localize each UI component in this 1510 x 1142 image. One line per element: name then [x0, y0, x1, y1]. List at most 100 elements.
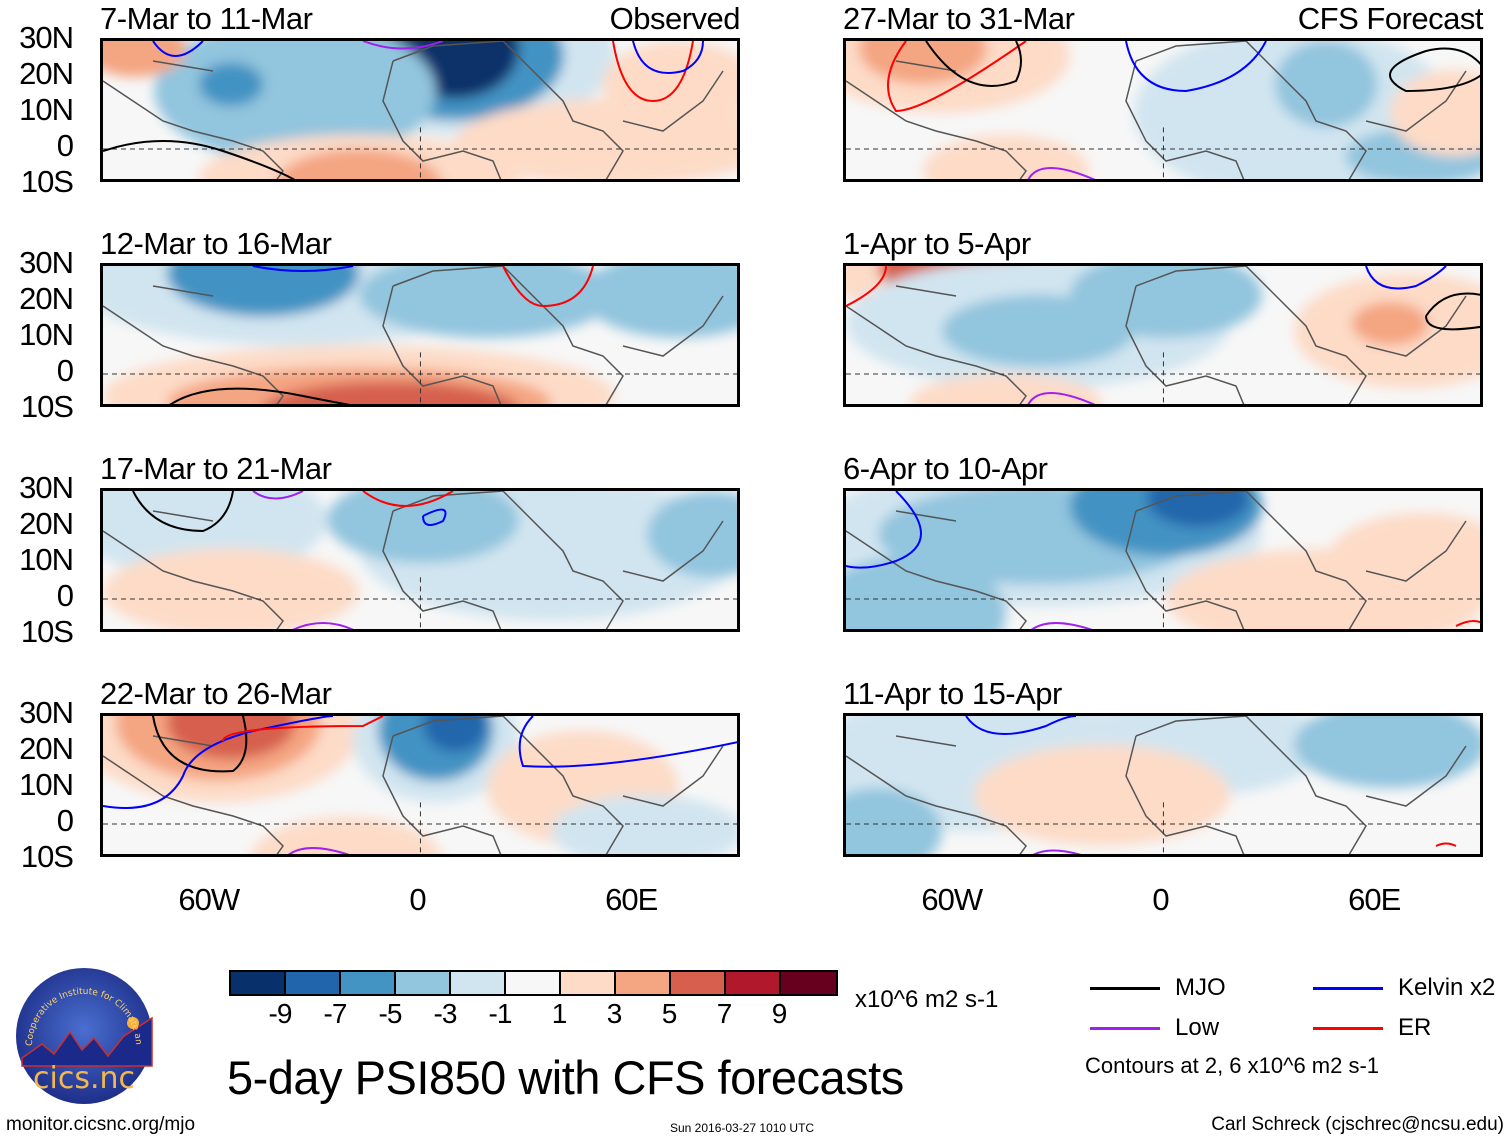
legend-line-kelvin: [1313, 986, 1383, 990]
wave-contour: [1125, 41, 1267, 93]
footer-timestamp: Sun 2016-03-27 1010 UTC: [670, 1121, 815, 1135]
colorbar-tick-label: 9: [771, 998, 788, 1029]
wave-contour: [252, 266, 354, 272]
lat-label: 0: [56, 803, 74, 838]
wave-contour: [1027, 392, 1096, 404]
lat-label: 0: [56, 578, 74, 613]
contour-note: Contours at 2, 6 x10^6 m2 s-1: [1085, 1053, 1380, 1078]
wave-contour: [1033, 849, 1081, 854]
map-area: [100, 713, 740, 857]
anomaly-region: [583, 266, 737, 338]
wave-contour: [103, 140, 296, 179]
colorbar-units: x10^6 m2 s-1: [855, 986, 999, 1013]
colorbar-tick-label: -3: [433, 998, 458, 1029]
lat-label: 10N: [19, 542, 74, 577]
psi850-field: [846, 716, 1480, 854]
panel-title: 17-Mar to 21-Mar: [100, 451, 332, 486]
wave-contour: [152, 41, 204, 57]
lon-label: 0: [1152, 882, 1169, 917]
lat-label: 30N: [19, 245, 74, 280]
legend-item-mjo: MJO: [1090, 974, 1226, 1002]
anomaly-region: [423, 716, 487, 752]
lat-label: 20N: [19, 731, 74, 766]
legend-label-mjo: MJO: [1175, 974, 1226, 1001]
logo-text: cics.nc: [33, 1061, 135, 1096]
wave-contour: [222, 716, 384, 742]
lat-label: 10S: [20, 164, 74, 199]
psi850-field: [103, 491, 737, 629]
anomaly-region: [327, 491, 519, 563]
map-area: [843, 488, 1483, 632]
lat-label: 0: [56, 353, 74, 388]
wave-contour: [103, 716, 334, 809]
colorbar-swatch: [451, 972, 506, 994]
coastlines: [103, 491, 724, 629]
main-title: 5-day PSI850 with CFS forecasts: [227, 1051, 904, 1104]
coastlines: [846, 41, 1467, 179]
lat-label: 10S: [20, 839, 74, 874]
lon-label: 60E: [1348, 882, 1401, 917]
wave-contour: [612, 41, 694, 103]
lon-label: 60W: [921, 882, 983, 917]
anomaly-region: [602, 41, 737, 128]
colorbar-swatch: [341, 972, 396, 994]
legend-label-kelvin: Kelvin x2: [1398, 974, 1496, 1001]
legend-item-low: Low: [1090, 1014, 1219, 1042]
wave-contour: [1031, 622, 1093, 629]
legend-label-low: Low: [1175, 1014, 1220, 1041]
anomaly-region: [647, 491, 737, 578]
panel-title: 12-Mar to 16-Mar: [100, 226, 332, 261]
wave-contour: [846, 266, 887, 307]
colorbar-swatch: [506, 972, 561, 994]
panel-title: 27-Mar to 31-Mar: [843, 1, 1075, 36]
anomaly-region: [1351, 302, 1429, 346]
colorbar-tick-label: 7: [716, 998, 733, 1029]
footer-url[interactable]: monitor.cicsnc.org/mjo: [6, 1114, 196, 1135]
wave-contour: [632, 41, 704, 74]
psi850-field: [846, 41, 1480, 179]
map-area: [843, 263, 1483, 407]
map-area: [843, 38, 1483, 182]
wave-contour: [1027, 167, 1096, 179]
psi850-field: [846, 491, 1480, 629]
wave-contour: [925, 41, 1022, 87]
legend-item-er: ER: [1313, 1014, 1431, 1042]
anomaly-region: [974, 744, 1230, 846]
wave-contour: [292, 622, 354, 629]
anomaly-region: [922, 134, 1090, 179]
anomaly-region: [1274, 41, 1378, 128]
anomaly-region: [167, 266, 359, 317]
wave-contour: [252, 491, 304, 500]
panel-title: 11-Apr to 15-Apr: [843, 676, 1062, 711]
wave-contour: [1389, 47, 1480, 93]
map-area: [843, 713, 1483, 857]
cicsnc-logo: Cooperative Institute for Climate and Sa…: [12, 966, 153, 1104]
anomaly-region: [359, 266, 615, 338]
anomaly-region: [1294, 716, 1480, 788]
anomaly-region: [199, 62, 263, 106]
wave-contour: [518, 716, 737, 768]
wave-contour: [965, 716, 1077, 735]
coastlines: [103, 266, 724, 404]
lat-label: 10N: [19, 317, 74, 352]
footer-author: Carl Schreck (cjschrec@ncsu.edu): [1211, 1114, 1504, 1135]
anomaly-region: [551, 795, 737, 854]
lat-label: 20N: [19, 506, 74, 541]
psi850-field: [103, 266, 737, 404]
colorbar-tick-label: -5: [378, 998, 403, 1029]
colorbar-tick-label: 5: [661, 998, 678, 1029]
lat-label: 20N: [19, 281, 74, 316]
psi850-field: [846, 266, 1480, 404]
forecast-label: CFS Forecast: [1297, 1, 1484, 36]
colorbar-tick-label: 3: [606, 998, 623, 1029]
anomaly-region: [251, 816, 442, 854]
panel-title: 6-Apr to 10-Apr: [843, 451, 1048, 486]
colorbar: [229, 970, 838, 996]
wave-contour: [502, 266, 594, 308]
lat-label: 30N: [19, 470, 74, 505]
wave-contour: [1455, 620, 1480, 627]
psi850-field: [103, 716, 737, 854]
colorbar-swatch: [726, 972, 781, 994]
colorbar-swatch: [231, 972, 286, 994]
wave-contour: [1435, 842, 1457, 847]
